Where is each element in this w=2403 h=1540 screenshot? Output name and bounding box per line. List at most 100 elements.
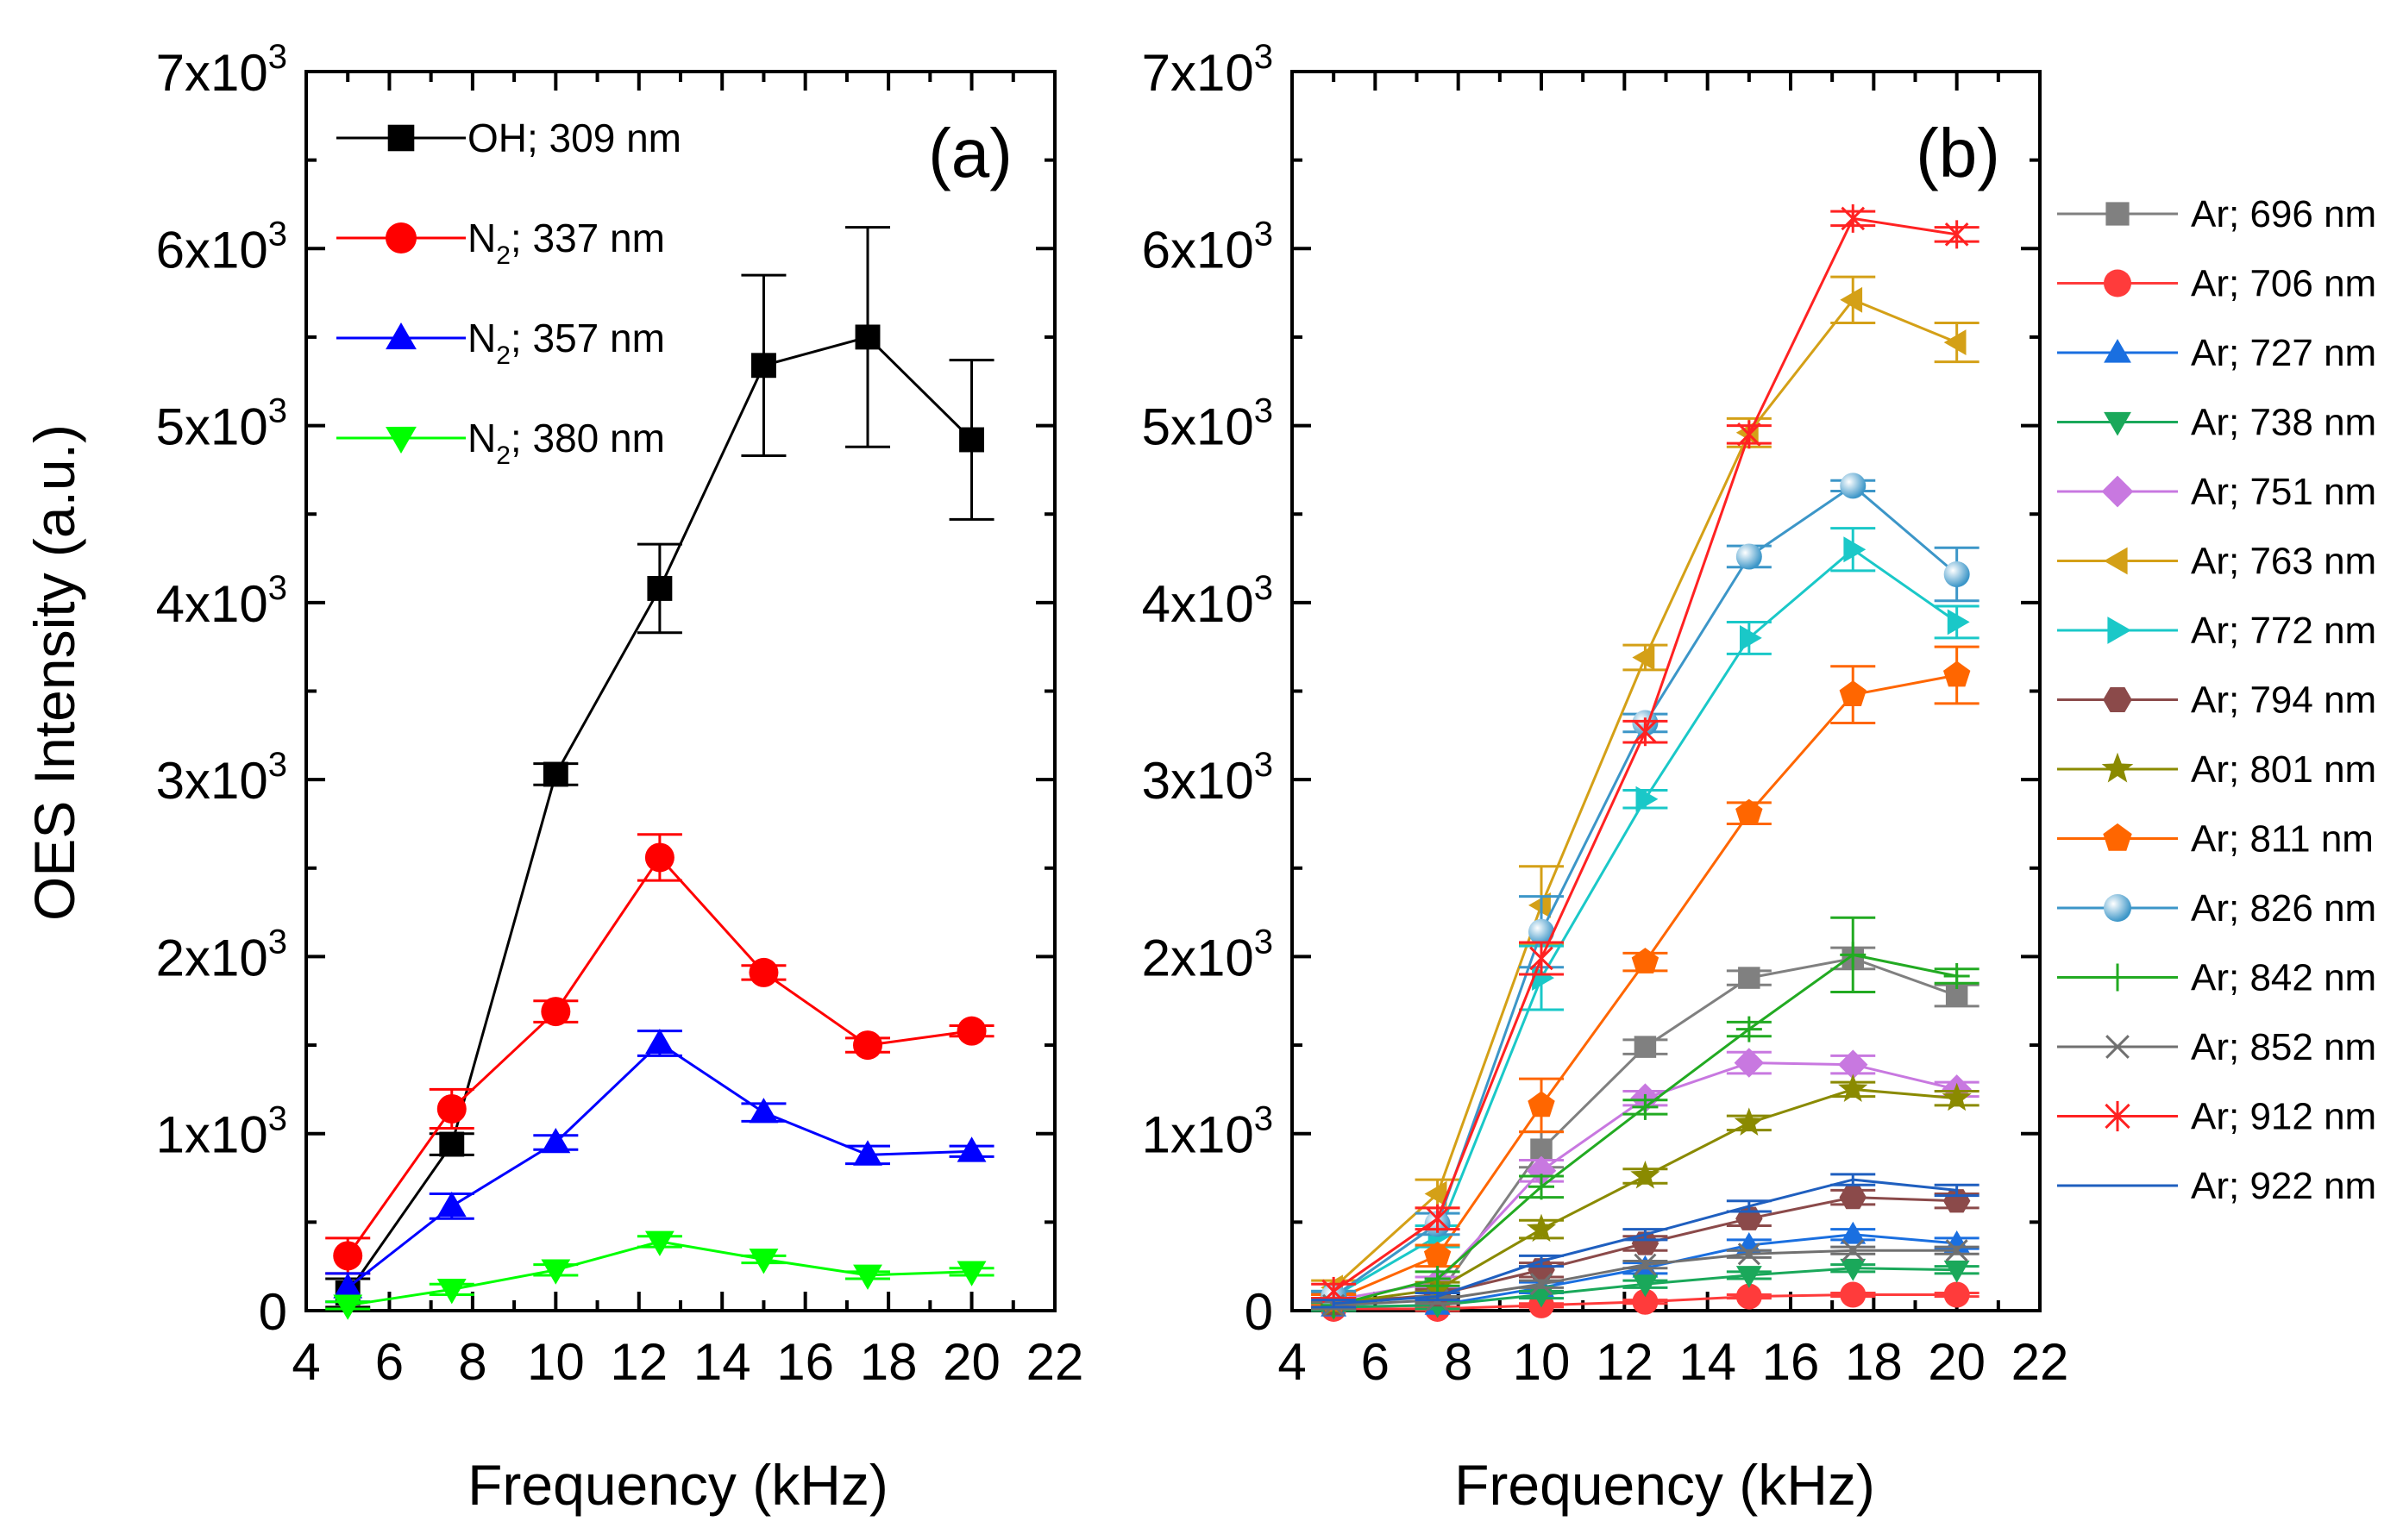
legend-marker <box>2104 269 2131 297</box>
panel-a-legend-label: N2; 337 nm <box>467 216 665 270</box>
panel-b-legend-label: Ar; 826 nm <box>2191 887 2376 930</box>
panel-b-data-point <box>1943 1281 1970 1308</box>
legend-subscript: 2 <box>496 241 511 270</box>
panel-b-y-tick-label: 0 <box>1245 1283 1273 1341</box>
panel-a-frame <box>304 70 1057 1312</box>
panel-b-legend-label: Ar; 738 nm <box>2191 402 2376 444</box>
legend-label-rest: ; 380 nm <box>511 416 665 460</box>
panel-b-legend-label: Ar; 811 nm <box>2191 818 2374 861</box>
panel-b-legend-entry: Ar; 811 nm <box>2057 818 2374 861</box>
panel-b-data-point <box>1632 1288 1659 1315</box>
panel-b-x-tick-label: 20 <box>1928 1333 1986 1391</box>
marker-stroke <box>1945 1239 1968 1262</box>
panel-b-legend-entry: Ar; 763 nm <box>2057 541 2376 583</box>
marker-stroke <box>1737 1243 1760 1266</box>
panel-a: 4 6 8 10 12 14 16 18 20 2201x1032x1033x1034x1035x… <box>156 38 1084 1517</box>
panel-a-x-tick-label: 4 <box>292 1333 320 1391</box>
panel-b-legend-entry: Ar; 706 nm <box>2057 263 2376 305</box>
panel-b-y-tick-label: 2x103 <box>1142 923 1273 986</box>
panel-b-y-tick-exponent: 3 <box>1254 923 1273 961</box>
panel-a-y-tick-label: 5x103 <box>156 392 287 456</box>
panel-a-legend-entry: N2; 380 nm <box>336 416 665 470</box>
panel-a-legend-entry: N2; 357 nm <box>336 316 665 370</box>
panel-b-series-line <box>1333 673 1957 1302</box>
panel-b-data-point <box>1735 1266 1762 1288</box>
panel-b-data-point <box>1526 1155 1557 1186</box>
panel-b-y-tick-label: 6x103 <box>1142 215 1273 279</box>
panel-b-legend-label: Ar; 801 nm <box>2191 748 2376 791</box>
panel-a-y-tick-label: 0 <box>259 1283 287 1341</box>
panel-a-data-point <box>645 1029 674 1055</box>
panel-b-legend-label: Ar; 751 nm <box>2191 471 2376 513</box>
panel-b-legend-label: Ar; 922 nm <box>2191 1165 2376 1207</box>
panel-b-legend-label: Ar; 696 nm <box>2191 193 2376 235</box>
panel-a-y-tick-exponent: 3 <box>268 392 287 430</box>
panel-b-plot <box>1311 203 1979 1322</box>
panel-a-data-point <box>749 1098 779 1124</box>
panel-a-x-tick-label: 10 <box>527 1333 585 1391</box>
panel-b-data-point <box>1943 963 1970 990</box>
panel-a-y-tick-exponent: 3 <box>268 1100 287 1138</box>
panel-b-data-point <box>1840 286 1863 313</box>
legend-marker <box>2104 547 2128 575</box>
legend-subscript: 2 <box>496 341 511 370</box>
panel-b-data-point <box>1734 1107 1764 1136</box>
legend-marker <box>2105 1035 2130 1059</box>
panel-a-data-point <box>855 324 881 350</box>
panel-a-legend-entry: N2; 337 nm <box>336 216 665 270</box>
legend-label-rest: ; 357 nm <box>511 316 665 360</box>
legend-marker <box>386 222 417 254</box>
panel-a-y-tick-label: 1x103 <box>156 1100 287 1164</box>
panel-b-data-point <box>1632 1274 1659 1298</box>
legend-marker <box>2105 202 2130 226</box>
panel-a-data-point <box>749 957 779 987</box>
panel-b-data-point <box>1840 942 1867 968</box>
legend-marker <box>2104 411 2131 436</box>
panel-a-x-tick-label: 20 <box>943 1333 1001 1391</box>
y-axis-title: OES Intensity (a.u.) <box>22 424 86 921</box>
panel-a-y-tick-exponent: 3 <box>268 215 287 253</box>
panel-a-data-point <box>957 1261 987 1286</box>
panel-b-data-point <box>1840 1258 1867 1281</box>
panel-a-data-point <box>957 1016 987 1046</box>
panel-b-data-point <box>1424 1180 1447 1207</box>
panel-b-legend-label: Ar; 727 nm <box>2191 332 2376 374</box>
panel-b-data-point <box>1632 1093 1659 1120</box>
panel-b-data-point <box>1841 1239 1865 1262</box>
panel-b-y-tick-label: 4x103 <box>1142 569 1273 633</box>
panel-b-data-point <box>1425 1204 1450 1233</box>
panel-b-axes: 4 6 8 10 12 14 16 18 20 22 0 1x103 2x103 3x103 4x103 5x… <box>1142 38 2069 1391</box>
legend-marker <box>2105 1100 2130 1132</box>
panel-b-series <box>1311 275 1979 1301</box>
panel-a-data-point <box>647 575 673 601</box>
panel-b-data-point <box>1738 967 1760 989</box>
panel-b-x-tick-label: 8 <box>1444 1333 1472 1391</box>
panel-b-data-point <box>1632 644 1655 671</box>
panel-a-data-point <box>333 1241 363 1271</box>
panel-b-y-tick-label: 5x103 <box>1142 392 1273 456</box>
panel-a-data-point <box>543 761 568 787</box>
panel-a-legend: OH; 309 nm N2; 337 nm N2; 357 nm N2; 380 nm <box>336 116 681 470</box>
panel-b-x-axis-title: Frequency (kHz) <box>1454 1453 1875 1517</box>
panel-b-data-point <box>1634 1253 1657 1276</box>
panel-b-y-tick-exponent: 3 <box>1254 215 1273 253</box>
panel-a-data-point <box>959 427 985 453</box>
panel-b-data-point <box>1839 1186 1867 1210</box>
panel-b-legend-entry: Ar; 727 nm <box>2057 332 2376 374</box>
panel-a-data-point <box>644 842 674 873</box>
panel-b-legend-label: Ar; 706 nm <box>2191 263 2376 305</box>
panel-b-label: (b) <box>1916 115 2000 191</box>
panel-a-data-point <box>541 997 571 1027</box>
panel-a-series <box>325 1230 994 1320</box>
panel-b-series <box>1311 203 1979 1305</box>
panel-b-legend-entry: Ar; 826 nm <box>2057 887 2376 930</box>
panel-b-y-tick-exponent: 3 <box>1254 38 1273 76</box>
panel-b-y-tick-exponent: 3 <box>1254 392 1273 430</box>
panel-a-y-tick-label: 2x103 <box>156 923 287 986</box>
panel-a-data-point <box>333 1294 363 1320</box>
panel-b-data-point <box>1631 948 1660 973</box>
panel-b-x-tick-label: 16 <box>1762 1333 1820 1391</box>
panel-b-data-point <box>1735 543 1762 570</box>
panel-a-x-tick-label: 6 <box>375 1333 404 1391</box>
